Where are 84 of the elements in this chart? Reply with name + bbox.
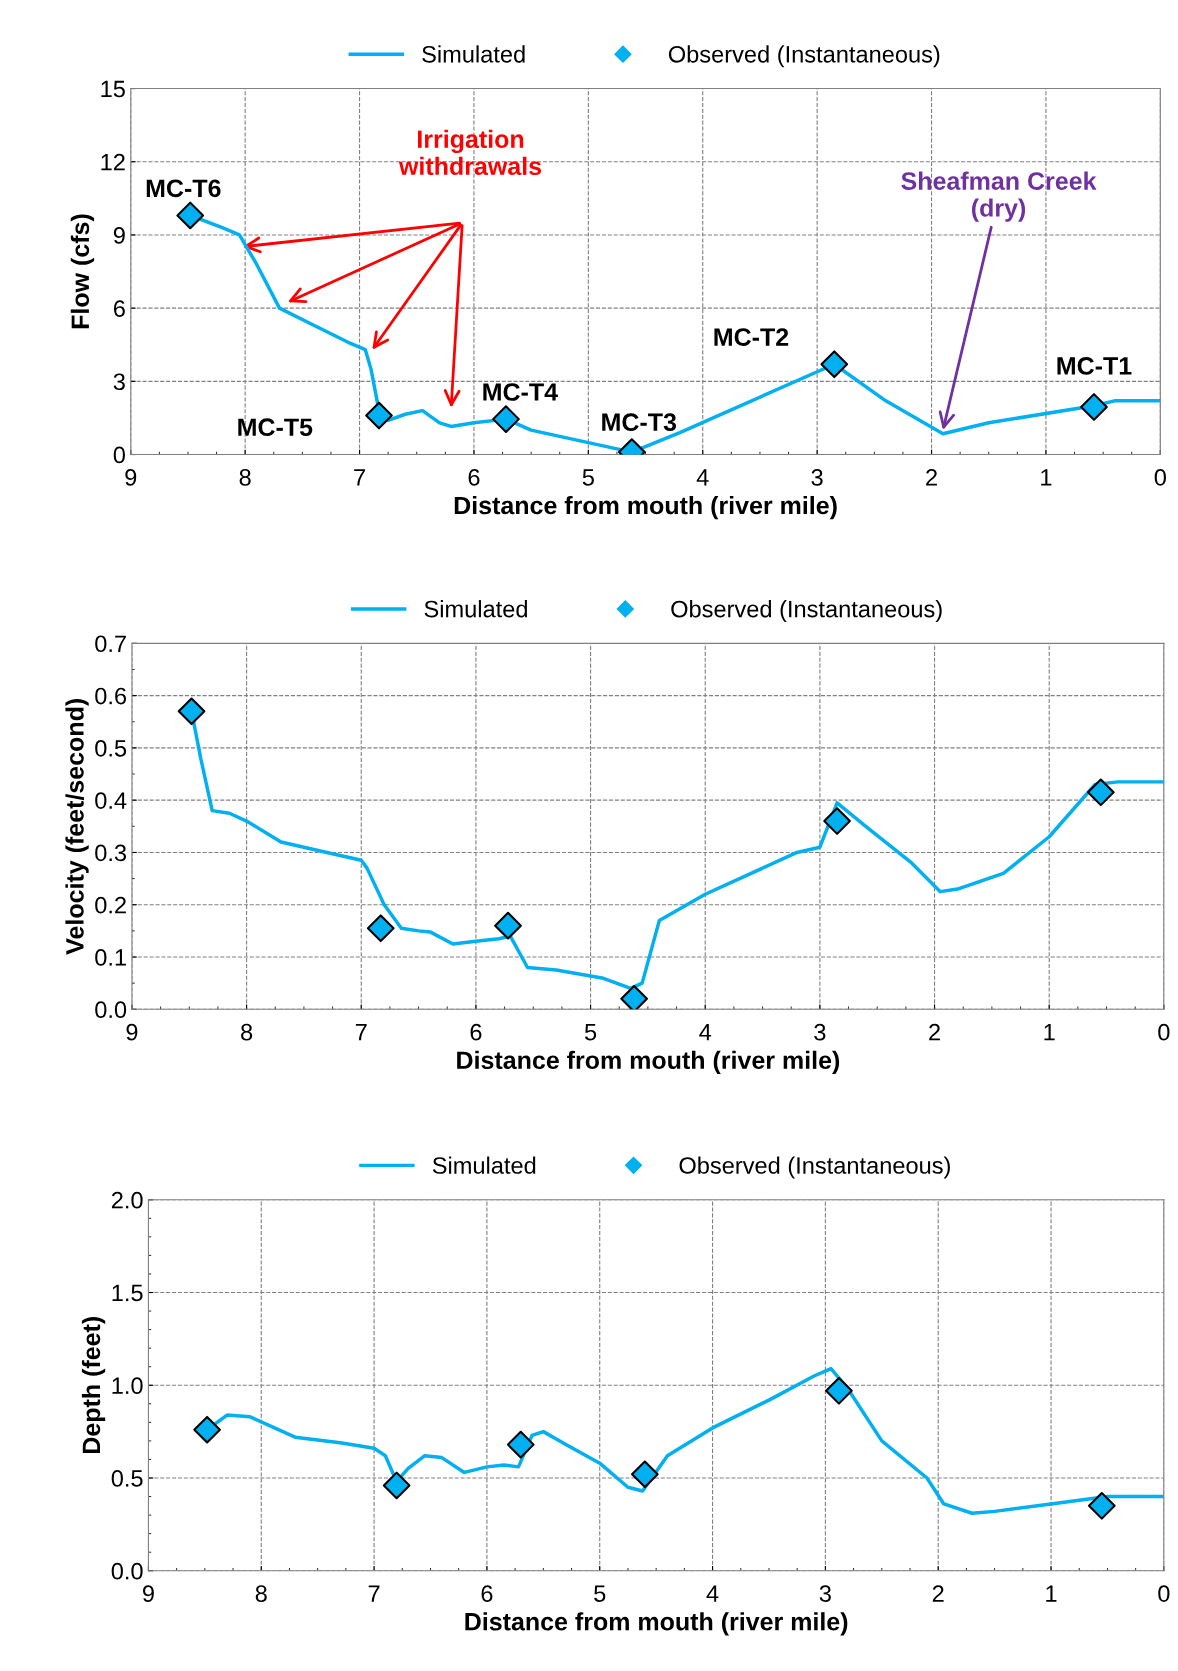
x-tick-label: 6 [470, 1023, 482, 1041]
y-tick-label: 15 [101, 80, 125, 98]
point [1080, 393, 1108, 421]
point [506, 1430, 535, 1459]
x-tick-label: 7 [354, 469, 365, 486]
x-tick-label: 1 [1044, 1024, 1055, 1041]
y-tick-label: 0.0 [111, 1562, 143, 1580]
x-tick-label: 3 [819, 1585, 831, 1602]
x-tick-label: 2 [932, 1585, 944, 1602]
y-tick-label: 9 [113, 227, 125, 244]
y-tick-label: 6 [113, 300, 125, 317]
point [365, 401, 393, 430]
x-tick-label: 8 [239, 469, 251, 486]
y-tick-label: 0.0 [95, 1001, 127, 1019]
x-tick-label: 4 [699, 1024, 712, 1041]
y-tick-label: 1.5 [112, 1284, 143, 1302]
x-tick-label: 7 [368, 1585, 380, 1602]
annotation: MC-T2 [714, 328, 789, 346]
y-tick-label: 12 [101, 153, 125, 171]
y-axis-title: Depth (feet) [81, 1317, 106, 1454]
x-tick-label: 4 [696, 469, 709, 486]
y-tick-label: 0.6 [95, 687, 127, 705]
y-tick-label: 0.5 [111, 1470, 143, 1487]
point [494, 911, 522, 940]
annotation: Irrigation withdrawals [398, 129, 542, 176]
x-tick-label: 5 [584, 1024, 597, 1041]
annotation: MC-T4 [483, 383, 558, 401]
x-tick-label: 1 [1046, 1585, 1057, 1602]
x-tick-label: 8 [241, 1023, 253, 1041]
annotation: Sheafman Creek (dry) [901, 171, 1097, 222]
y-tick-label: 0.5 [95, 739, 127, 757]
y-tick-label: 0.4 [95, 792, 127, 809]
annotation: MC-T3 [602, 413, 677, 432]
annotation: MC-T1 [1057, 357, 1132, 375]
x-tick-label: 2 [926, 469, 937, 486]
point [193, 1415, 221, 1444]
y-tick-label: 0.1 [95, 949, 126, 966]
x-tick-label: 1 [1041, 469, 1052, 486]
x-tick-label: 5 [582, 469, 594, 486]
legend-label: Observed (Instantaneous) [668, 45, 940, 68]
point [820, 350, 849, 379]
legend-label: Simulated [432, 1156, 536, 1174]
x-axis-title: Distance from mouth (river mile) [457, 1050, 840, 1075]
point [382, 1471, 411, 1500]
y-tick-label: 0.2 [95, 896, 126, 914]
x-tick-label: 7 [355, 1024, 367, 1041]
y-tick-label: 2.0 [111, 1191, 143, 1209]
x-axis-title: Distance from mouth (river mile) [454, 495, 837, 520]
point [1086, 778, 1115, 807]
legend-label: Observed (Instantaneous) [679, 1156, 950, 1179]
x-tick-label: 3 [811, 469, 823, 486]
x-tick-label: 6 [481, 1585, 493, 1602]
point [1087, 1491, 1116, 1520]
legend-label: Simulated [424, 600, 527, 618]
point [366, 914, 395, 943]
point [620, 984, 648, 1010]
annotation: MC-T5 [238, 418, 313, 437]
x-tick-label: 0 [1154, 469, 1166, 486]
legend-label: Observed (Instantaneous) [671, 600, 942, 623]
annotation: MC-T6 [146, 179, 221, 198]
y-tick-label: 1.0 [112, 1377, 143, 1395]
x-tick-label: 9 [142, 1585, 154, 1602]
point [825, 1376, 853, 1405]
x-tick-label: 3 [814, 1023, 826, 1041]
x-tick-label: 5 [594, 1585, 606, 1602]
y-axis-title: Velocity (feet/second) [65, 699, 89, 955]
legend-label: Simulated [422, 45, 525, 63]
y-tick-label: 0 [113, 446, 125, 464]
x-tick-label: 0 [1158, 1023, 1170, 1041]
point [176, 201, 205, 230]
x-tick-label: 6 [468, 469, 480, 486]
y-tick-label: 0.7 [95, 635, 126, 653]
x-tick-label: 0 [1158, 1585, 1170, 1602]
point [823, 807, 851, 835]
point [177, 697, 206, 726]
y-tick-label: 3 [113, 373, 125, 391]
x-axis-title: Distance from mouth (river mile) [465, 1612, 848, 1636]
y-axis-title: Flow (cfs) [70, 214, 95, 329]
x-tick-label: 2 [929, 1023, 940, 1041]
x-tick-label: 8 [255, 1585, 267, 1602]
x-tick-label: 4 [706, 1585, 719, 1602]
point [492, 405, 520, 433]
point [631, 1460, 659, 1489]
y-tick-label: 0.3 [95, 844, 127, 862]
